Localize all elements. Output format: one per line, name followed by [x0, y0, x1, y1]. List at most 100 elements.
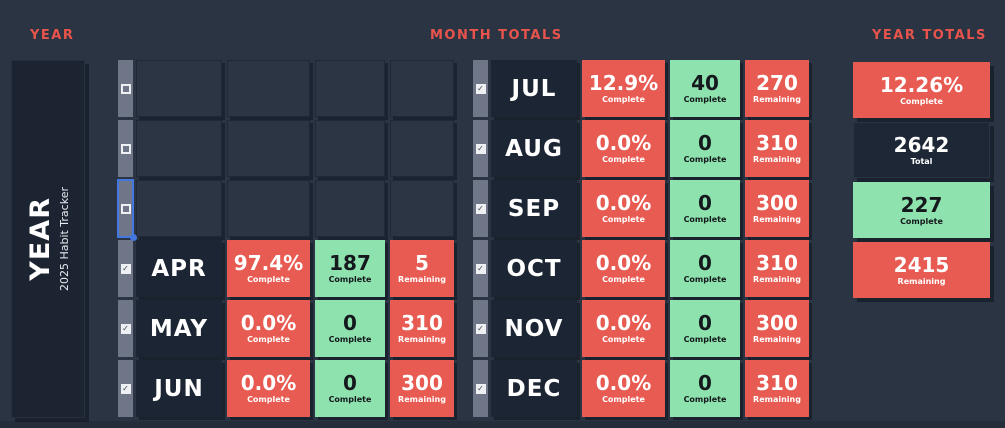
month-checkbox[interactable] — [120, 83, 131, 94]
month-complete-label: Complete — [683, 275, 727, 284]
year-total-card[interactable]: 2415 Remaining — [853, 242, 990, 298]
month-label-cell[interactable]: SEP — [491, 180, 577, 237]
month-row — [118, 60, 454, 117]
month-row-select-strip[interactable] — [473, 240, 488, 297]
month-label: MAY — [149, 315, 209, 342]
month-complete-cell[interactable]: 0 Complete — [670, 300, 740, 357]
month-label-cell[interactable]: JUL — [491, 60, 577, 117]
year-total-card[interactable]: 2642 Total — [853, 122, 990, 178]
month-checkbox[interactable] — [475, 263, 486, 274]
month-row-select-strip[interactable] — [118, 240, 133, 297]
month-complete-cell[interactable]: 0 Complete — [670, 240, 740, 297]
month-row-select-strip[interactable] — [473, 360, 488, 417]
month-complete-cell[interactable]: 0 Complete — [670, 180, 740, 237]
month-remaining-cell[interactable] — [390, 60, 454, 117]
month-remaining-cell[interactable]: 270 Remaining — [745, 60, 809, 117]
month-checkbox[interactable] — [475, 143, 486, 154]
month-percent-cell[interactable]: 0.0% Complete — [582, 240, 665, 297]
month-label-cell[interactable]: OCT — [491, 240, 577, 297]
year-panel-cell[interactable]: YEAR 2025 Habit Tracker — [11, 60, 85, 418]
month-label: AUG — [505, 135, 563, 162]
month-percent-cell[interactable]: 0.0% Complete — [227, 360, 310, 417]
month-checkbox[interactable] — [475, 203, 486, 214]
month-remaining-cell[interactable]: 300 Remaining — [745, 300, 809, 357]
month-remaining-cell[interactable]: 5 Remaining — [390, 240, 454, 297]
month-remaining-value: 300 — [756, 311, 798, 335]
month-checkbox[interactable] — [475, 83, 486, 94]
month-remaining-label: Remaining — [398, 395, 446, 404]
month-remaining-cell[interactable]: 310 Remaining — [745, 120, 809, 177]
month-row-select-strip[interactable] — [473, 300, 488, 357]
month-percent-cell[interactable]: 0.0% Complete — [582, 300, 665, 357]
month-percent-cell[interactable]: 0.0% Complete — [582, 120, 665, 177]
month-row-select-strip[interactable] — [118, 120, 133, 177]
selection-handle-dot[interactable] — [130, 234, 137, 241]
month-row — [117, 179, 454, 241]
month-percent-cell[interactable]: 0.0% Complete — [582, 360, 665, 417]
month-remaining-cell[interactable]: 300 Remaining — [745, 180, 809, 237]
month-row-select-strip[interactable] — [118, 300, 133, 357]
month-complete-value: 0 — [698, 131, 712, 155]
month-complete-cell[interactable]: 0 Complete — [315, 300, 385, 357]
month-checkbox[interactable] — [120, 263, 131, 274]
month-percent-cell[interactable]: 97.4% Complete — [227, 240, 310, 297]
year-total-value: 12.26% — [879, 72, 964, 97]
month-complete-cell[interactable]: 40 Complete — [670, 60, 740, 117]
month-row-select-strip[interactable] — [473, 60, 488, 117]
year-total-label: Total — [910, 156, 933, 166]
month-remaining-cell[interactable]: 300 Remaining — [390, 360, 454, 417]
month-percent-label: Complete — [602, 95, 645, 104]
month-remaining-cell[interactable] — [390, 180, 454, 237]
month-percent-cell[interactable]: 0.0% Complete — [227, 300, 310, 357]
month-label-cell[interactable]: DEC — [491, 360, 577, 417]
month-complete-cell[interactable] — [315, 180, 385, 237]
month-percent-cell[interactable] — [227, 60, 310, 117]
month-complete-cell[interactable]: 0 Complete — [315, 360, 385, 417]
month-percent-label: Complete — [602, 215, 645, 224]
month-checkbox[interactable] — [475, 383, 486, 394]
month-row: OCT 0.0% Complete 0 Complete 310 Remaini… — [473, 240, 809, 297]
month-complete-label: Complete — [683, 215, 727, 224]
month-remaining-cell[interactable]: 310 Remaining — [745, 240, 809, 297]
month-row-select-strip[interactable] — [118, 60, 133, 117]
month-label-cell[interactable]: JUN — [136, 360, 222, 417]
year-total-card[interactable]: 12.26% Complete — [853, 62, 990, 118]
month-percent-cell[interactable] — [227, 120, 310, 177]
month-label-cell[interactable]: AUG — [491, 120, 577, 177]
month-percent-label: Complete — [602, 155, 645, 164]
year-total-card[interactable]: 227 Complete — [853, 182, 990, 238]
month-row-select-strip[interactable] — [118, 360, 133, 417]
month-remaining-value: 5 — [415, 251, 429, 275]
month-label-cell[interactable]: NOV — [491, 300, 577, 357]
month-label-cell[interactable] — [136, 180, 222, 237]
month-complete-cell[interactable]: 0 Complete — [670, 360, 740, 417]
month-checkbox[interactable] — [120, 323, 131, 334]
month-label-cell[interactable] — [136, 60, 222, 117]
month-remaining-cell[interactable] — [390, 120, 454, 177]
month-label-cell[interactable]: MAY — [136, 300, 222, 357]
month-checkbox[interactable] — [475, 323, 486, 334]
month-checkbox[interactable] — [120, 383, 131, 394]
month-percent-cell[interactable] — [227, 180, 310, 237]
month-checkbox[interactable] — [120, 203, 131, 214]
month-checkbox[interactable] — [120, 143, 131, 154]
year-totals-header: YEAR TOTALS — [872, 28, 987, 43]
month-row: NOV 0.0% Complete 0 Complete 300 Remaini… — [473, 300, 809, 357]
month-row-select-strip[interactable] — [473, 120, 488, 177]
month-remaining-value: 310 — [401, 311, 443, 335]
month-row-select-strip[interactable] — [473, 180, 488, 237]
month-complete-cell[interactable]: 0 Complete — [670, 120, 740, 177]
month-row-select-strip[interactable] — [117, 179, 137, 241]
month-complete-cell[interactable]: 187 Complete — [315, 240, 385, 297]
month-label-cell[interactable] — [136, 120, 222, 177]
month-percent-cell[interactable]: 0.0% Complete — [582, 180, 665, 237]
month-label-cell[interactable]: APR — [136, 240, 222, 297]
year-section-header: YEAR — [30, 28, 75, 43]
month-percent-cell[interactable]: 12.9% Complete — [582, 60, 665, 117]
month-remaining-cell[interactable]: 310 Remaining — [745, 360, 809, 417]
month-complete-cell[interactable] — [315, 60, 385, 117]
month-complete-cell[interactable] — [315, 120, 385, 177]
month-complete-value: 40 — [691, 71, 719, 95]
month-remaining-cell[interactable]: 310 Remaining — [390, 300, 454, 357]
